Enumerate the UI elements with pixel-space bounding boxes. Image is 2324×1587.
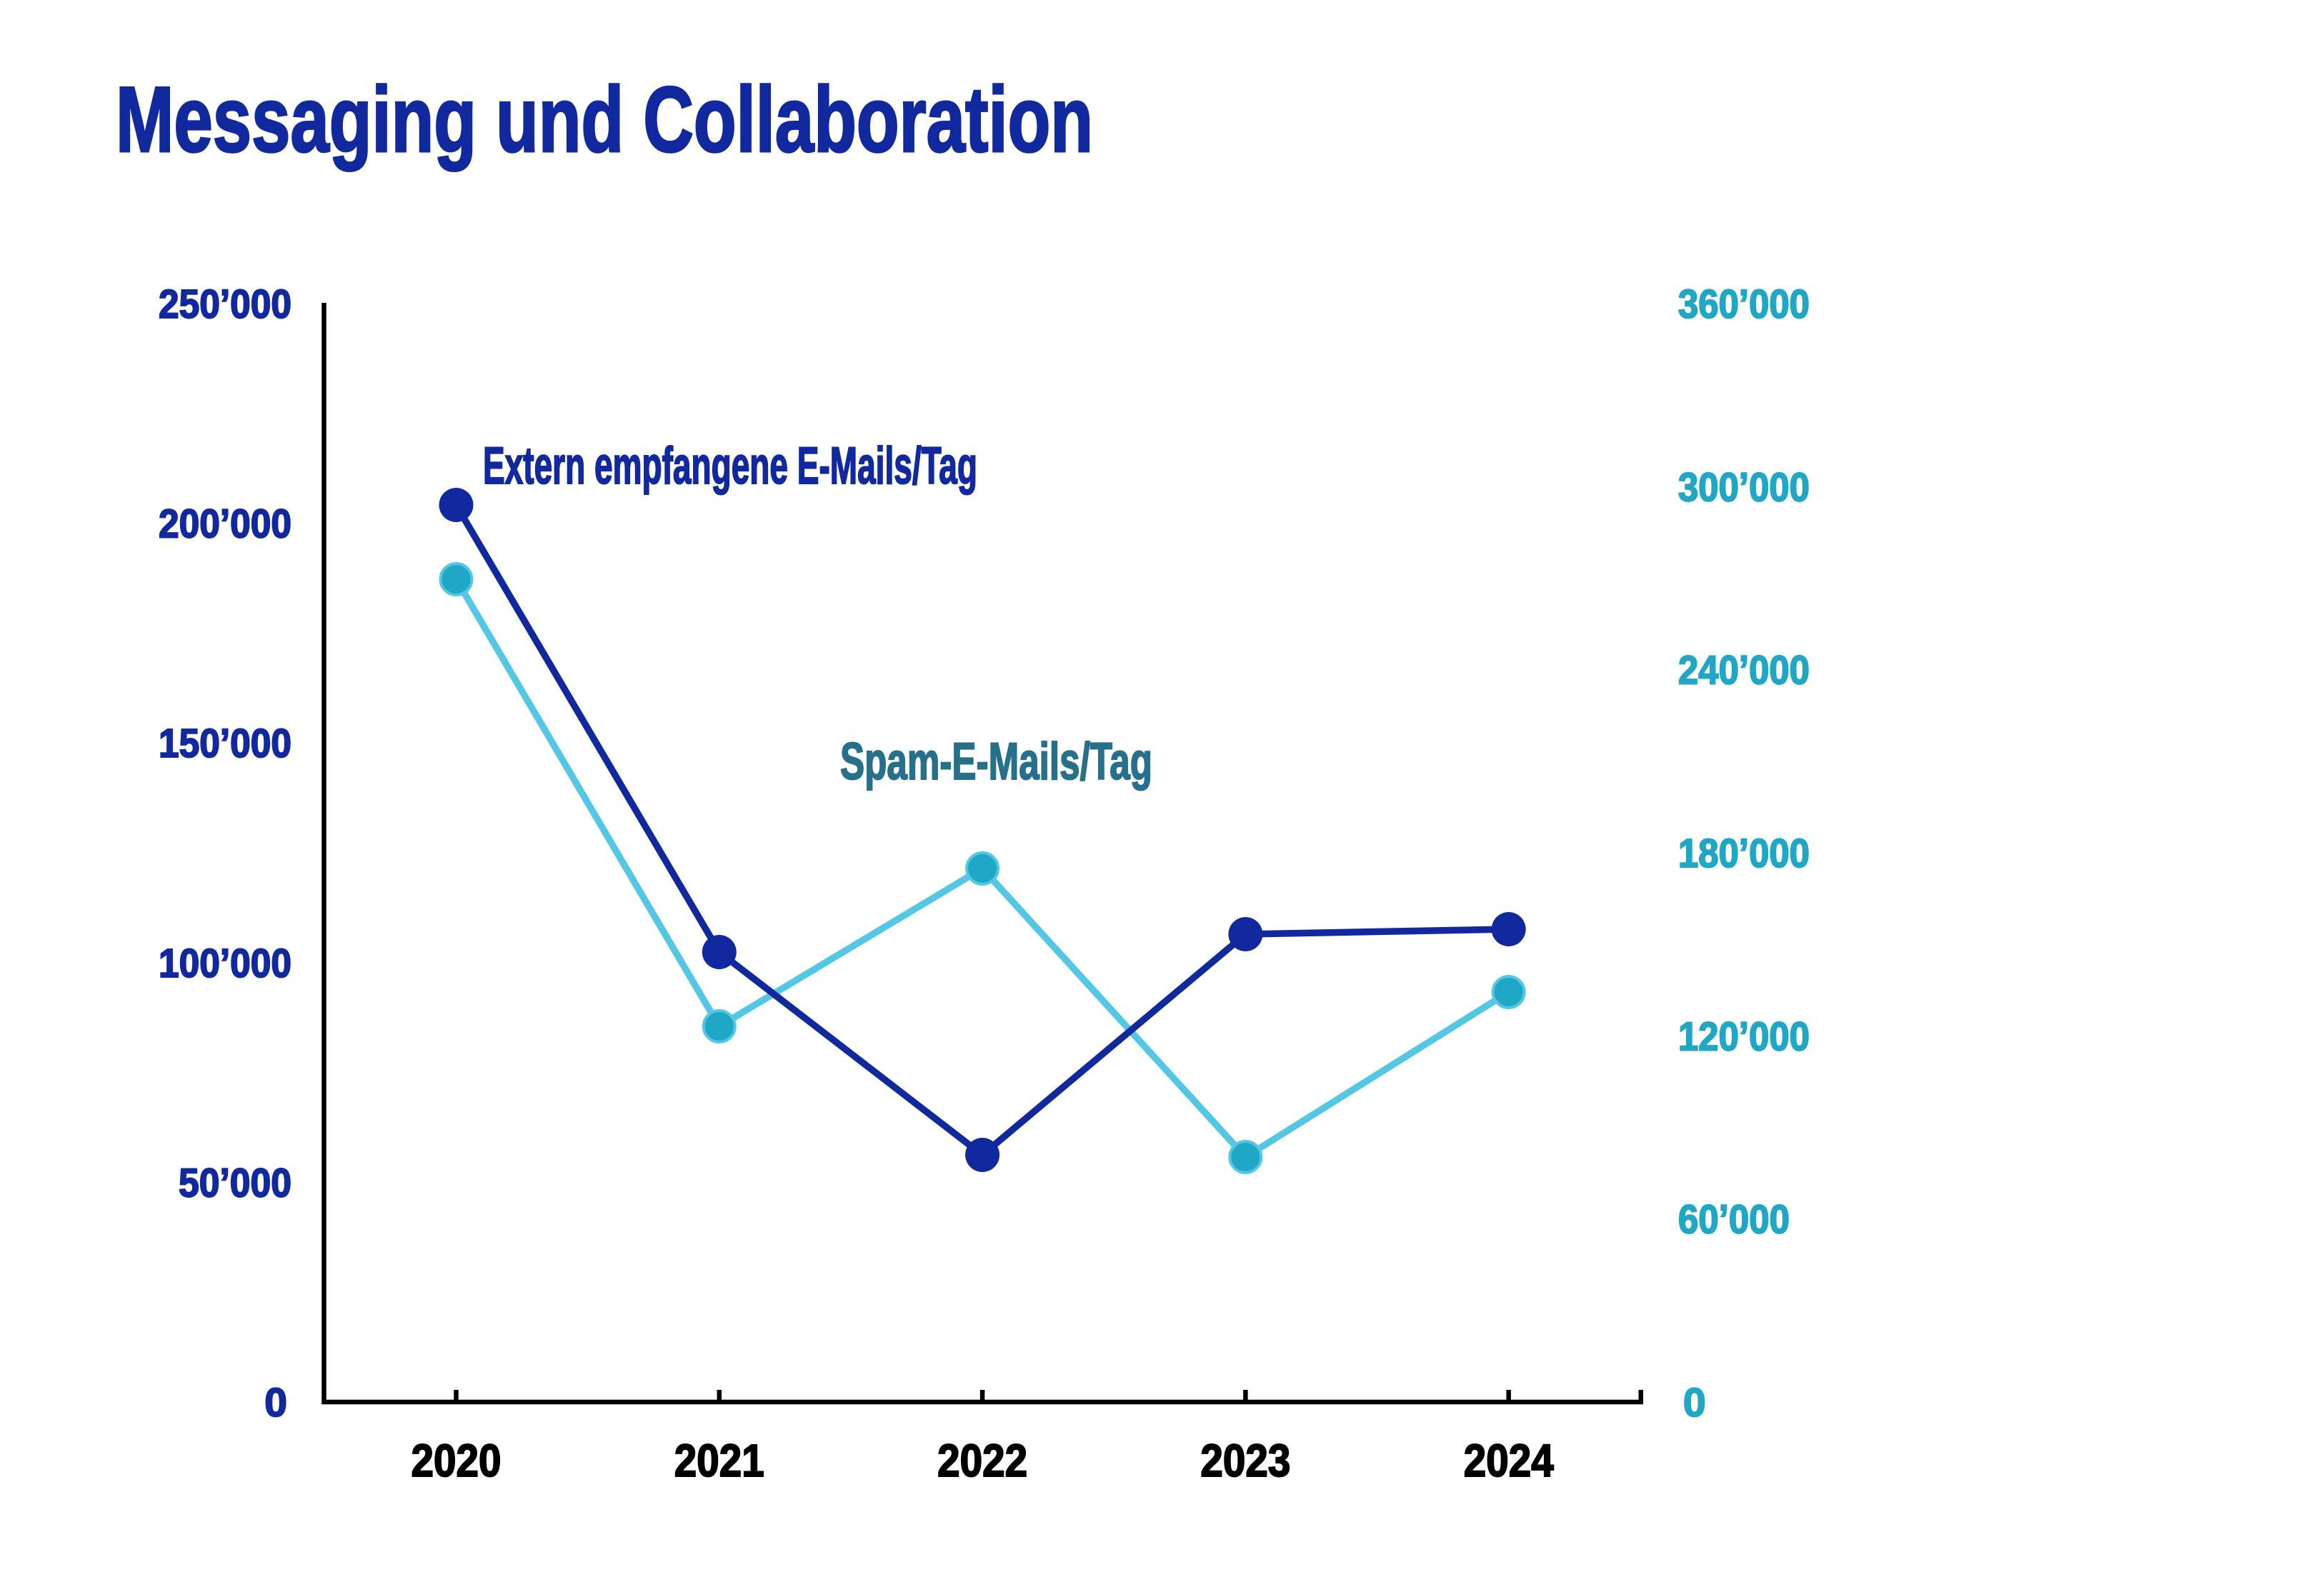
svg-text:2022: 2022 xyxy=(937,1435,1027,1486)
svg-text:150’000: 150’000 xyxy=(159,721,291,766)
svg-text:180’000: 180’000 xyxy=(1678,831,1810,876)
svg-text:120’000: 120’000 xyxy=(1678,1013,1810,1059)
svg-text:Extern empfangene E-Mails/Tag: Extern empfangene E-Mails/Tag xyxy=(483,437,977,495)
svg-text:240’000: 240’000 xyxy=(1678,648,1810,694)
svg-text:Messaging und Collaboration: Messaging und Collaboration xyxy=(116,67,1093,171)
svg-text:2020: 2020 xyxy=(412,1435,502,1486)
svg-text:0: 0 xyxy=(264,1380,287,1426)
svg-text:50’000: 50’000 xyxy=(179,1160,291,1206)
svg-text:2023: 2023 xyxy=(1200,1435,1290,1486)
svg-text:360’000: 360’000 xyxy=(1678,281,1810,327)
svg-text:Spam-E-Mails/Tag: Spam-E-Mails/Tag xyxy=(840,733,1152,791)
svg-text:60’000: 60’000 xyxy=(1678,1197,1790,1243)
svg-text:2024: 2024 xyxy=(1464,1435,1554,1486)
svg-text:2021: 2021 xyxy=(674,1435,764,1486)
svg-text:300’000: 300’000 xyxy=(1678,464,1810,510)
svg-text:100’000: 100’000 xyxy=(159,941,291,986)
svg-text:200’000: 200’000 xyxy=(159,501,291,547)
svg-text:0: 0 xyxy=(1683,1380,1706,1426)
svg-text:250’000: 250’000 xyxy=(159,281,291,327)
